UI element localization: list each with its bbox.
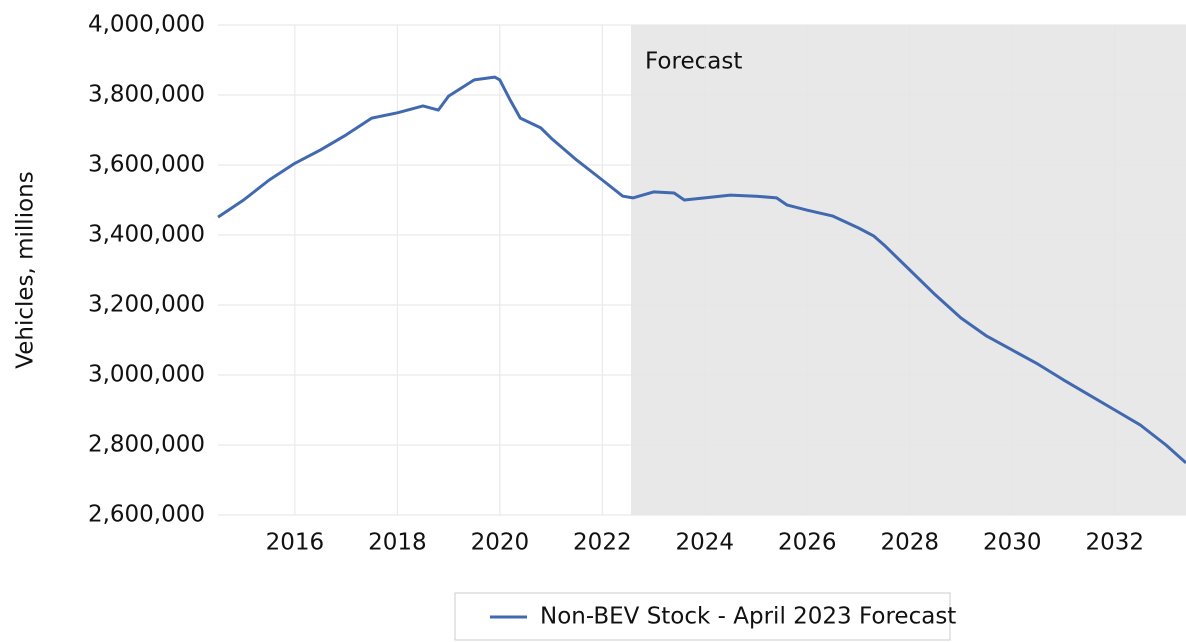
- y-tick-label: 3,400,000: [88, 222, 205, 248]
- y-tick-label: 4,000,000: [88, 12, 205, 38]
- background: Forecast: [218, 24, 1186, 516]
- x-tick-label: 2024: [676, 530, 735, 556]
- legend-label: Non-BEV Stock - April 2023 Forecast: [540, 604, 956, 630]
- y-tick-label: 2,600,000: [88, 502, 205, 528]
- line: [217, 75, 1186, 465]
- forecast-label: Forecast: [645, 49, 742, 75]
- x-tick-label: 2022: [573, 530, 632, 556]
- y-tick-label: 2,800,000: [88, 432, 205, 458]
- y-tick-label: 3,000,000: [88, 362, 205, 388]
- x-tick-label: 2018: [368, 530, 427, 556]
- x-tick-label: 2028: [881, 530, 940, 556]
- y-axis-label: Vehicles, millions: [13, 171, 39, 368]
- y-tick-label: 3,800,000: [88, 82, 205, 108]
- x-tick-label: 2020: [471, 530, 530, 556]
- x-tick-label: 2026: [778, 530, 837, 556]
- x-tick-label: 2030: [983, 530, 1042, 556]
- y-tick-label: 3,200,000: [88, 292, 205, 318]
- x-tick-label: 2016: [266, 530, 325, 556]
- x-tick-label: 2032: [1085, 530, 1144, 556]
- y-tick-label: 3,600,000: [88, 152, 205, 178]
- legend-box: [454, 592, 951, 641]
